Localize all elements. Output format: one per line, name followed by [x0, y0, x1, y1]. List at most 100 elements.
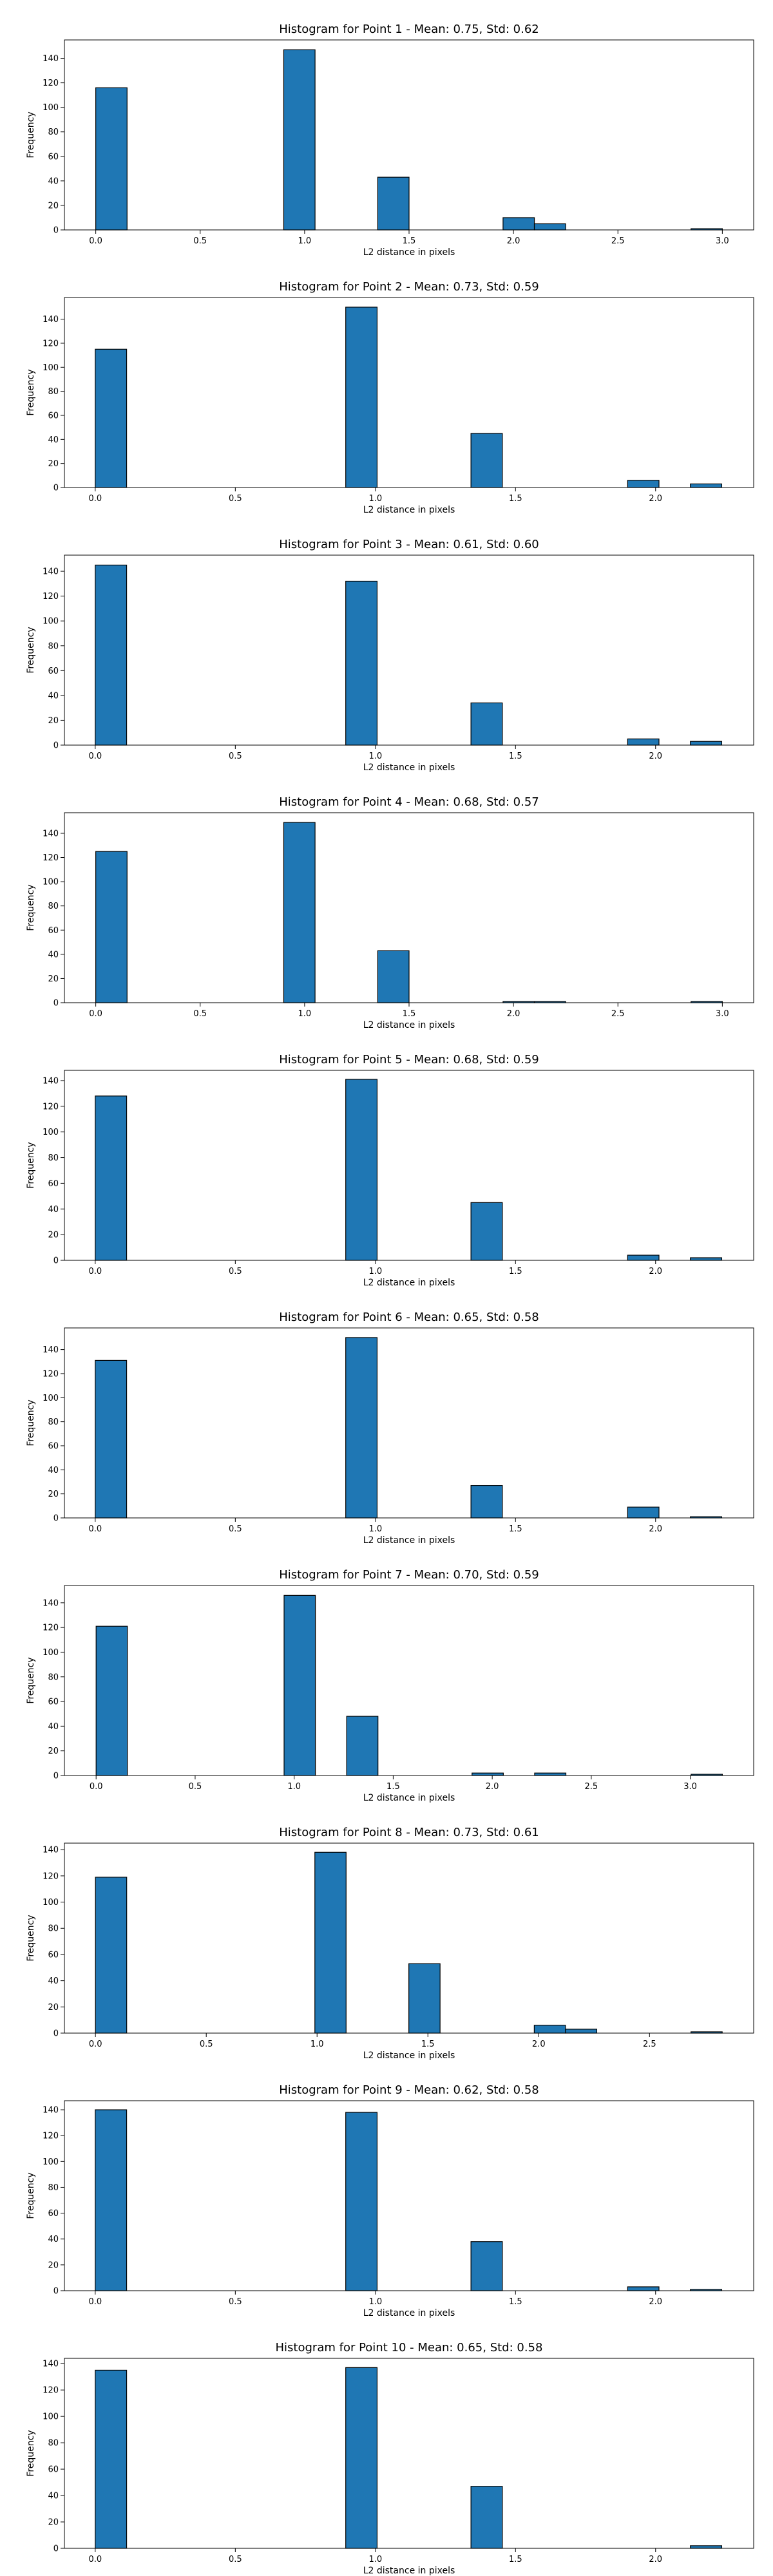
histogram-6: Histogram for Point 6 - Mean: 0.65, Std:… — [26, 1311, 754, 1546]
bars-group — [95, 1595, 723, 1776]
x-tick-label: 1.5 — [403, 236, 416, 246]
chart-title: Histogram for Point 2 - Mean: 0.73, Std:… — [279, 280, 539, 294]
x-tick-label: 1.5 — [509, 752, 522, 761]
x-axis-label: L2 distance in pixels — [363, 2566, 455, 2576]
axes-frame — [64, 2358, 754, 2549]
histogram-bar — [470, 433, 503, 488]
bars-group — [95, 564, 723, 746]
y-tick-label: 0 — [53, 2287, 59, 2297]
x-tick-label: 1.5 — [386, 1782, 400, 1792]
y-tick-label: 40 — [48, 2235, 59, 2244]
histogram-7: Histogram for Point 7 - Mean: 0.70, Std:… — [26, 1568, 754, 1803]
x-tick-label: 1.0 — [368, 752, 382, 761]
histogram-bar — [95, 1095, 128, 1261]
y-tick-label: 20 — [48, 201, 59, 211]
y-tick-label: 140 — [43, 1598, 59, 1608]
x-tick-label: 2.0 — [649, 1524, 662, 1534]
chart-title: Histogram for Point 9 - Mean: 0.62, Std:… — [279, 2083, 539, 2097]
x-tick-label: 2.0 — [486, 1782, 499, 1792]
y-tick-label: 60 — [48, 1441, 59, 1451]
y-tick-label: 100 — [43, 103, 59, 113]
y-tick-label: 100 — [43, 878, 59, 887]
histogram-bar — [95, 2369, 128, 2549]
x-tick-label: 0.5 — [229, 1267, 242, 1276]
x-tick-label: 0.0 — [90, 1782, 103, 1792]
y-tick-label: 60 — [48, 152, 59, 162]
y-tick-label: 20 — [48, 1490, 59, 1499]
y-tick-label: 80 — [48, 1672, 59, 1682]
y-tick-label: 20 — [48, 2003, 59, 2012]
x-tick-label: 0.0 — [89, 1009, 102, 1019]
chart-title: Histogram for Point 3 - Mean: 0.61, Std:… — [279, 538, 539, 551]
histogram-1: Histogram for Point 1 - Mean: 0.75, Std:… — [26, 23, 754, 258]
x-tick-label: 0.5 — [229, 1524, 242, 1534]
x-tick-label: 0.0 — [89, 494, 102, 504]
y-tick-label: 60 — [48, 1698, 59, 1707]
histogram-bar — [345, 1337, 378, 1519]
histogram-bar — [95, 851, 128, 1003]
y-tick-label: 140 — [43, 2360, 59, 2369]
y-tick-label: 60 — [48, 926, 59, 936]
y-tick-label: 100 — [43, 1648, 59, 1658]
y-tick-label: 0 — [53, 2544, 59, 2554]
bars-group — [95, 1337, 723, 1519]
y-tick-label: 20 — [48, 2260, 59, 2270]
axes-frame — [64, 1327, 754, 1519]
histogram-bar — [377, 950, 410, 1003]
y-tick-label: 20 — [48, 974, 59, 984]
y-tick-label: 140 — [43, 829, 59, 838]
histogram-bar — [472, 1772, 504, 1776]
histogram-bar — [95, 564, 128, 746]
chart-panel-1: Histogram for Point 1 - Mean: 0.75, Std:… — [0, 0, 773, 258]
y-axis-label: Frequency — [26, 111, 36, 158]
y-tick-label: 120 — [43, 1624, 59, 1633]
histogram-bar — [690, 2545, 723, 2549]
histogram-bar — [534, 1772, 567, 1776]
x-tick-label: 0.5 — [193, 236, 207, 246]
histogram-bar — [283, 49, 316, 231]
y-tick-label: 140 — [43, 1345, 59, 1355]
y-tick-label: 0 — [53, 1772, 59, 1781]
y-tick-label: 0 — [53, 1514, 59, 1524]
x-tick-label: 2.0 — [649, 1267, 662, 1276]
chart-title: Histogram for Point 10 - Mean: 0.65, Std… — [276, 2341, 543, 2354]
y-tick-label: 100 — [43, 363, 59, 373]
bars-group — [95, 49, 723, 231]
bars-group — [95, 2109, 723, 2291]
y-tick-label: 80 — [48, 641, 59, 651]
histogram-bar — [95, 2109, 128, 2291]
y-tick-label: 60 — [48, 1179, 59, 1189]
histogram-bar — [95, 1877, 128, 2034]
chart-title: Histogram for Point 5 - Mean: 0.68, Std:… — [279, 1053, 539, 1066]
x-tick-label: 0.5 — [193, 1009, 207, 1019]
x-axis-label: L2 distance in pixels — [363, 505, 455, 515]
histogram-bar — [627, 738, 660, 746]
x-tick-label: 2.0 — [507, 1009, 520, 1019]
x-tick-label: 2.5 — [585, 1782, 598, 1792]
y-tick-label: 140 — [43, 315, 59, 325]
y-axis-label: Frequency — [26, 1142, 36, 1188]
y-tick-label: 80 — [48, 2439, 59, 2448]
x-tick-label: 1.0 — [368, 2555, 382, 2564]
y-tick-label: 80 — [48, 1924, 59, 1934]
bars-group — [95, 1079, 723, 1261]
histogram-bar — [690, 483, 723, 488]
y-axis-label: Frequency — [26, 2172, 36, 2219]
x-tick-label: 1.0 — [368, 1267, 382, 1276]
y-tick-label: 0 — [53, 1256, 59, 1266]
y-tick-label: 120 — [43, 1102, 59, 1112]
histogram-bar — [627, 1506, 660, 1519]
bars-group — [95, 1852, 723, 2034]
y-tick-label: 40 — [48, 1976, 59, 1986]
x-tick-label: 3.0 — [683, 1782, 697, 1792]
x-axis-label: L2 distance in pixels — [363, 1793, 455, 1803]
histogram-bar — [95, 348, 128, 488]
x-tick-label: 0.0 — [89, 2297, 102, 2307]
x-tick-label: 1.0 — [298, 236, 312, 246]
y-tick-label: 100 — [43, 2157, 59, 2167]
x-tick-label: 0.0 — [89, 2555, 102, 2564]
chart-panel-8: Histogram for Point 8 - Mean: 0.73, Std:… — [0, 1803, 773, 2061]
x-tick-label: 1.0 — [368, 2297, 382, 2307]
chart-title: Histogram for Point 6 - Mean: 0.65, Std:… — [279, 1311, 539, 1324]
y-axis-label: Frequency — [26, 884, 36, 931]
